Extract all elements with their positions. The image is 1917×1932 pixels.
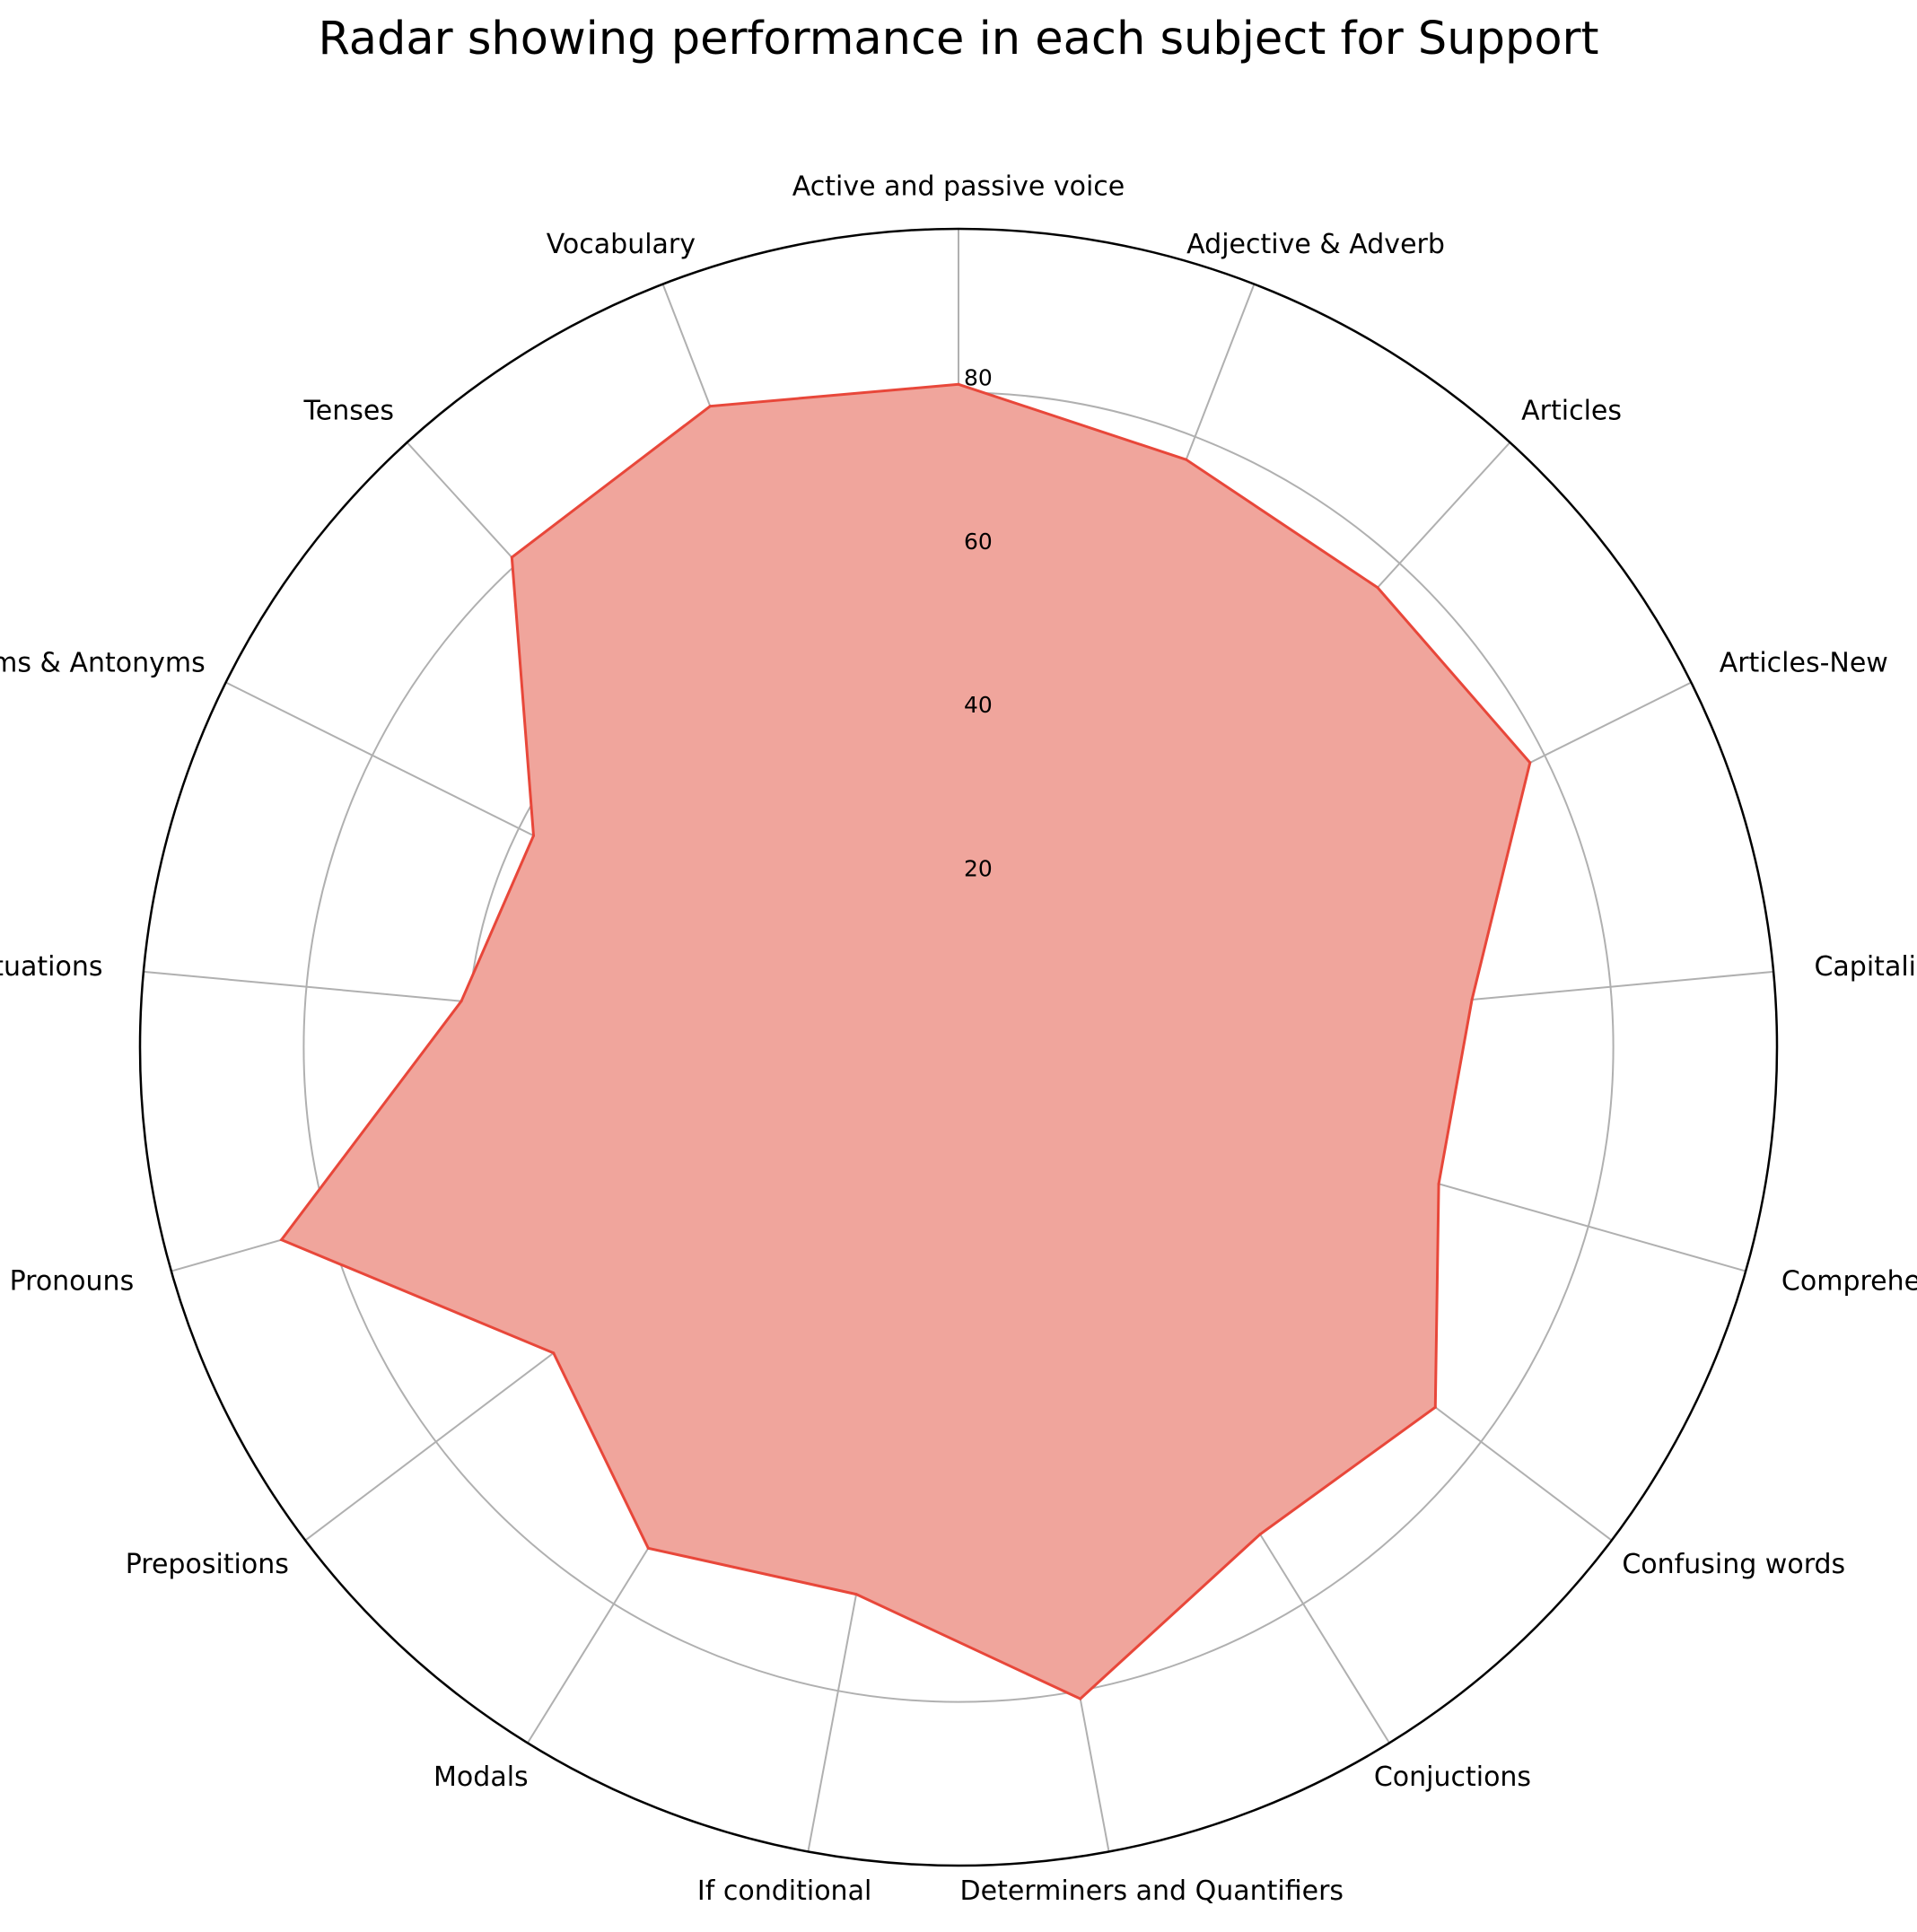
category-label: Active and passive voice [792, 171, 1125, 203]
category-label: Confusing words [1622, 1549, 1845, 1580]
data-point [1528, 761, 1532, 765]
category-label: If conditional [697, 1875, 871, 1907]
category-label: Prepositions [126, 1549, 289, 1580]
data-point [531, 834, 535, 837]
data-point [460, 1000, 463, 1003]
category-label: Modals [433, 1762, 529, 1793]
category-label: Tenses [303, 396, 394, 427]
data-point [854, 1593, 858, 1596]
data-point [1433, 1405, 1437, 1409]
data-point [1258, 1533, 1262, 1536]
data-point [510, 555, 513, 559]
data-point [1079, 1697, 1082, 1700]
category-label: Articles-New [1720, 647, 1888, 678]
data-point [552, 1351, 556, 1355]
category-label: Articles [1521, 396, 1622, 427]
category-label: Determiners and Quantifiers [960, 1875, 1344, 1907]
category-label: Conjuctions [1374, 1762, 1531, 1793]
data-point [280, 1238, 284, 1242]
data-point [1437, 1182, 1440, 1185]
category-label: Comprehension [1781, 1266, 1917, 1298]
category-label: Puctuations [0, 951, 102, 983]
category-label: Synonyms & Antonyms [0, 647, 206, 678]
category-label: Pronouns [10, 1266, 135, 1298]
category-label: Adjective & Adverb [1186, 229, 1445, 260]
series-area [281, 384, 1530, 1700]
outer-frame [138, 227, 1779, 1867]
series-line [279, 382, 1532, 1700]
data-point [1185, 458, 1188, 461]
data-point [646, 1546, 650, 1550]
category-label: Vocabulary [547, 229, 696, 260]
r-tick-label: 40 [964, 692, 993, 718]
radar-labels: 20 40 60 80 Active and passive voice Adjectiv… [0, 171, 1917, 1908]
chart-title: Radar showing performance in each subjec… [318, 13, 1599, 66]
r-tick-label: 20 [964, 856, 993, 882]
r-tick-label: 60 [964, 529, 993, 555]
data-point [708, 405, 712, 408]
data-point [957, 382, 960, 386]
radar-series [279, 382, 1532, 1700]
data-point [1376, 586, 1379, 590]
category-label: Capitalization [1814, 951, 1917, 983]
r-tick-label: 80 [964, 364, 993, 390]
data-point [1470, 998, 1474, 1001]
